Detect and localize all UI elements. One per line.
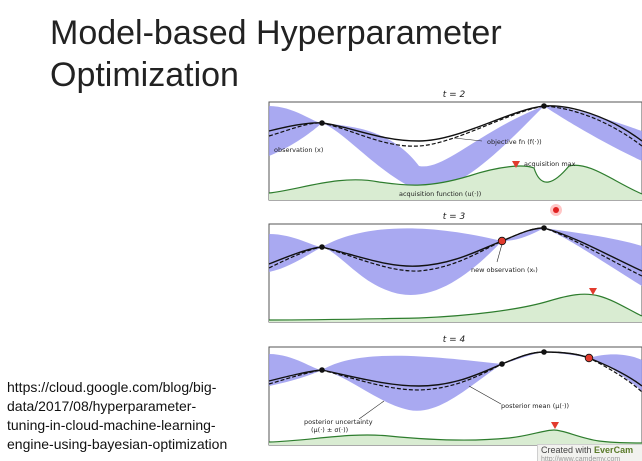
panel-t3-uncertainty-band	[269, 228, 642, 295]
panel-t2-label-objective: objective fn (f(·))	[487, 138, 542, 146]
panel-t2-label-acq-max: acquisition max	[524, 160, 576, 168]
evercam-watermark: Created with EverCam http://www.camdemy.…	[537, 444, 642, 461]
source-url-line-4: engine-using-bayesian-optimization	[7, 436, 228, 452]
watermark-brand: EverCam	[594, 445, 634, 455]
watermark-prefix: Created with	[541, 445, 592, 455]
panel-t2-acquisition-fill	[269, 165, 642, 200]
panel-t3-label-new-obs: new observation (xₜ)	[471, 266, 538, 274]
panel-t4-acquisition-line	[268, 429, 642, 444]
title-line-2: Optimization	[50, 56, 239, 94]
panel-t4-observation-point	[319, 367, 325, 373]
panel-t2-observation-point	[319, 120, 325, 126]
source-url-line-2: data/2017/08/hyperparameter-	[7, 398, 197, 414]
panel-t4-acquisition-fill	[269, 430, 642, 445]
source-url-line-1: https://cloud.google.com/blog/big-	[7, 379, 217, 395]
panel-t3-observation-point	[319, 244, 325, 250]
panel-t4-label-posterior-unc-1: posterior uncertainty	[304, 418, 373, 426]
panel-t2-observation-point	[541, 103, 547, 109]
panel-t4-label-posterior-unc-2: (μ(·) ± σ(·))	[311, 426, 348, 434]
watermark-sub: http://www.camdemy.com	[541, 456, 621, 461]
panel-t3-acquisition-max-marker	[589, 288, 597, 295]
panel-t4: t = 4 posterior uncertainty (μ(·) ± σ(·)…	[268, 335, 642, 446]
panel-t2-label-acq-fn: acquisition function (u(·))	[399, 190, 481, 198]
bayesian-optimization-figure: t = 2 observation (x) objective fn (f(·)…	[262, 86, 642, 461]
panel-t2-acquisition-max-marker	[512, 161, 520, 168]
panel-t3-acquisition-line	[268, 293, 642, 321]
title-line-1: Model-based Hyperparameter	[50, 14, 502, 52]
panel-t2: t = 2 observation (x) objective fn (f(·)…	[268, 90, 642, 201]
panel-t2-title: t = 2	[443, 90, 466, 100]
panel-t2-label-observation: observation (x)	[274, 146, 323, 154]
panel-t4-new-observation-point	[584, 353, 594, 363]
panel-t2-acquisition-line	[268, 164, 642, 195]
panel-t4-observation-point	[541, 349, 547, 355]
slide-title: Model-based Hyperparameter Optimization	[50, 12, 610, 96]
panel-t4-title: t = 4	[443, 335, 466, 345]
panel-t2-uncertainty-band	[269, 105, 642, 192]
panel-t4-acquisition-max-marker	[551, 422, 559, 429]
source-url: https://cloud.google.com/blog/big- data/…	[7, 378, 257, 454]
panel-t4-observation-point	[499, 361, 505, 367]
panel-t2-objective-line	[268, 105, 642, 147]
panel-t3-title: t = 3	[443, 212, 466, 222]
source-url-line-3: tuning-in-cloud-machine-learning-	[7, 417, 216, 433]
panel-t3: t = 3 new observation (xₜ)	[268, 212, 642, 323]
panel-t3-observation-point	[541, 225, 547, 231]
recording-cursor	[550, 204, 562, 216]
panel-t3-new-observation-point	[497, 236, 507, 246]
panel-t4-label-posterior-mean: posterior mean (μ(·))	[501, 402, 569, 410]
